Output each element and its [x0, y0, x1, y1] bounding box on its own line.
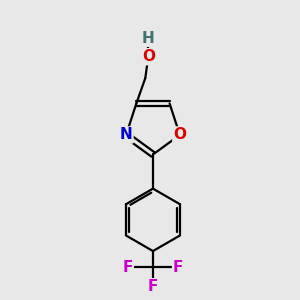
Text: N: N [120, 128, 133, 142]
Text: F: F [122, 260, 133, 275]
Text: O: O [142, 49, 155, 64]
Text: F: F [148, 279, 158, 294]
Text: H: H [142, 31, 155, 46]
Text: F: F [173, 260, 183, 275]
Text: O: O [173, 128, 186, 142]
